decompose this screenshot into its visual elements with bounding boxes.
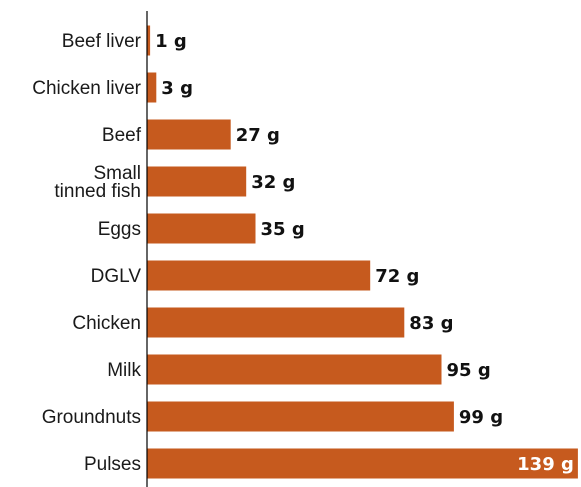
value-label-chicken: 83 g <box>409 313 453 334</box>
value-label-pulses: 139 g <box>517 454 574 475</box>
category-label-milk: Milk <box>107 360 141 381</box>
value-label-milk: 95 g <box>447 360 491 381</box>
bar-chicken <box>147 307 405 338</box>
category-labels: Beef liver Chicken liver Beef Small tinned f… <box>32 31 141 475</box>
category-label-small-tinned-fish: Small tinned fish <box>54 163 141 202</box>
bar-pulses <box>147 448 578 479</box>
category-label-beef-liver: Beef liver <box>62 31 142 52</box>
bar-dglv <box>147 260 371 291</box>
value-label-eggs: 35 g <box>261 219 305 240</box>
bars-layer <box>147 25 578 479</box>
value-label-groundnuts: 99 g <box>459 407 503 428</box>
bar-beef-liver <box>147 25 151 56</box>
bar-small-tinned-fish <box>147 166 247 197</box>
value-labels: 1 g 3 g 27 g 32 g 35 g 72 g 83 g 95 g 99 g 139 g <box>155 31 574 475</box>
value-label-beef: 27 g <box>236 125 280 146</box>
category-label-dglv: DGLV <box>91 266 142 287</box>
value-label-dglv: 72 g <box>375 266 419 287</box>
bar-groundnuts <box>147 401 454 432</box>
category-label-groundnuts: Groundnuts <box>42 407 141 428</box>
category-label-beef: Beef <box>102 125 142 146</box>
value-label-beef-liver: 1 g <box>155 31 187 52</box>
bar-chicken-liver <box>147 72 157 103</box>
bar-eggs <box>147 213 256 244</box>
category-label-eggs: Eggs <box>98 219 141 240</box>
category-label-chicken: Chicken <box>72 313 141 334</box>
bar-milk <box>147 354 442 385</box>
category-label-chicken-liver: Chicken liver <box>32 78 141 99</box>
bar-beef <box>147 119 231 150</box>
value-label-chicken-liver: 3 g <box>161 78 193 99</box>
value-label-small-tinned-fish: 32 g <box>251 172 295 193</box>
category-label-pulses: Pulses <box>84 454 141 475</box>
